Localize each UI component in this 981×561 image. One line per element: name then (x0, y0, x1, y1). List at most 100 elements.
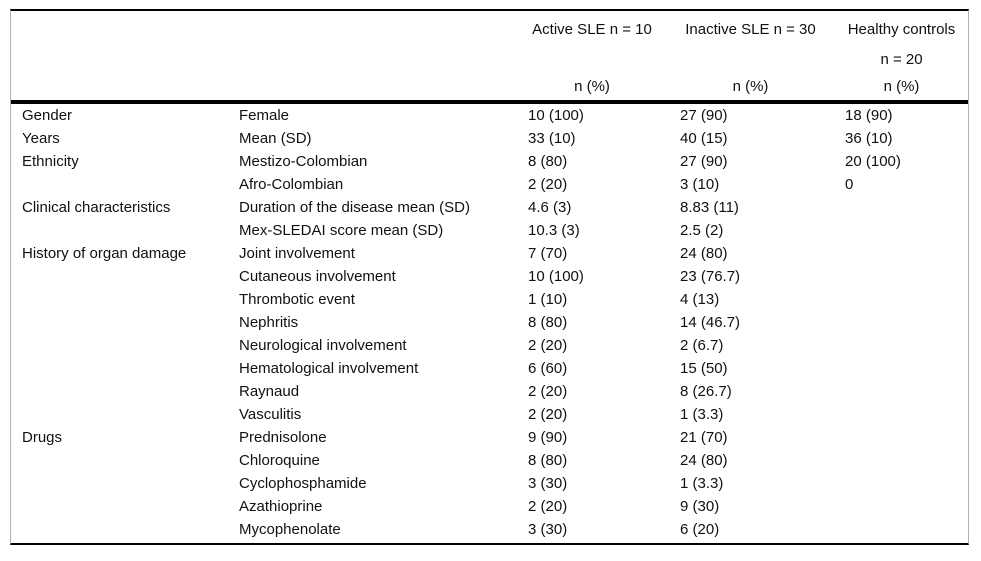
value-cell-active-sle: 2 (20) (528, 176, 568, 193)
value-cell-healthy-controls (845, 334, 968, 357)
value-cell-active-sle: 8 (80) (528, 153, 568, 170)
value-cell-active-sle: 8 (80) (528, 314, 568, 331)
value-cell-active-sle: 9 (90) (528, 429, 568, 446)
category-cell (22, 219, 239, 242)
value-cell-healthy-controls: 0 (845, 176, 854, 193)
item-cell: Joint involvement (239, 245, 355, 262)
item-cell: Hematological involvement (239, 360, 419, 377)
value-cell-inactive-sle: 15 (50) (680, 360, 728, 377)
value-cell-inactive-sle: 9 (30) (680, 498, 720, 515)
item-cell: Mestizo-Colombian (239, 153, 368, 170)
category-cell (22, 449, 239, 472)
header-active-sle: Active SLE n = 10 (532, 21, 652, 38)
table-row: Vasculitis 2 (20) 1 (3.3) (11, 403, 968, 426)
header-inactive-sle-line2 (680, 45, 845, 74)
table-body: Gender Female 10 (100) 27 (90) 18 (90) Y… (11, 104, 968, 543)
value-cell-active-sle: 2 (20) (528, 383, 568, 400)
value-cell-healthy-controls (845, 403, 968, 426)
category-cell (22, 334, 239, 357)
value-cell-healthy-controls (845, 196, 968, 219)
item-cell: Mean (SD) (239, 130, 312, 147)
table-row: Mycophenolate 3 (30) 6 (20) (11, 518, 968, 541)
item-cell: Duration of the disease mean (SD) (239, 199, 470, 216)
item-cell: Mex-SLEDAI score mean (SD) (239, 222, 444, 239)
table-row: Afro-Colombian 2 (20) 3 (10) 0 (11, 173, 968, 196)
value-cell-inactive-sle: 4 (13) (680, 291, 720, 308)
value-cell-healthy-controls (845, 219, 968, 242)
value-cell-healthy-controls (845, 311, 968, 334)
header-spacer (22, 45, 239, 74)
header-spacer-item (239, 15, 528, 45)
item-cell: Mycophenolate (239, 521, 341, 538)
table-header: Active SLE n = 10 Inactive SLE n = 30 He… (11, 11, 968, 104)
value-cell-active-sle: 1 (10) (528, 291, 568, 308)
table-row: Neurological involvement 2 (20) 2 (6.7) (11, 334, 968, 357)
value-cell-active-sle: 8 (80) (528, 452, 568, 469)
value-cell-active-sle: 10 (100) (528, 268, 584, 285)
value-cell-active-sle: 2 (20) (528, 498, 568, 515)
value-cell-active-sle: 4.6 (3) (528, 199, 572, 216)
item-cell: Female (239, 107, 290, 124)
value-cell-healthy-controls (845, 242, 968, 265)
category-cell: Drugs (22, 429, 63, 446)
item-cell: Raynaud (239, 383, 300, 400)
value-cell-active-sle: 10.3 (3) (528, 222, 580, 239)
category-cell (22, 265, 239, 288)
unit-inactive-sle: n (%) (732, 78, 769, 95)
item-cell: Vasculitis (239, 406, 302, 423)
header-spacer (239, 74, 528, 100)
value-cell-healthy-controls (845, 426, 968, 449)
value-cell-inactive-sle: 14 (46.7) (680, 314, 741, 331)
value-cell-healthy-controls: 36 (10) (845, 130, 893, 147)
value-cell-active-sle: 2 (20) (528, 337, 568, 354)
value-cell-healthy-controls (845, 265, 968, 288)
header-healthy-controls-n: n = 20 (880, 51, 923, 68)
value-cell-healthy-controls (845, 518, 968, 541)
value-cell-active-sle: 6 (60) (528, 360, 568, 377)
value-cell-active-sle: 3 (30) (528, 475, 568, 492)
item-cell: Nephritis (239, 314, 299, 331)
table-row: Gender Female 10 (100) 27 (90) 18 (90) (11, 104, 968, 127)
value-cell-active-sle: 3 (30) (528, 521, 568, 538)
category-cell: History of organ damage (22, 245, 187, 262)
item-cell: Azathioprine (239, 498, 323, 515)
category-cell: Ethnicity (22, 153, 79, 170)
header-row-n: n = 20 (11, 45, 968, 74)
value-cell-healthy-controls (845, 472, 968, 495)
table-row: History of organ damage Joint involvemen… (11, 242, 968, 265)
category-cell: Gender (22, 107, 73, 124)
value-cell-inactive-sle: 27 (90) (680, 107, 728, 124)
category-cell (22, 173, 239, 196)
header-active-sle-line2 (528, 45, 680, 74)
header-inactive-sle: Inactive SLE n = 30 (685, 21, 816, 38)
value-cell-inactive-sle: 2.5 (2) (680, 222, 724, 239)
unit-healthy-controls: n (%) (883, 78, 920, 95)
value-cell-inactive-sle: 1 (3.3) (680, 406, 724, 423)
category-cell (22, 380, 239, 403)
value-cell-inactive-sle: 1 (3.3) (680, 475, 724, 492)
value-cell-active-sle: 10 (100) (528, 107, 584, 124)
item-cell: Thrombotic event (239, 291, 355, 308)
item-cell: Afro-Colombian (239, 176, 344, 193)
table-row: Mex-SLEDAI score mean (SD) 10.3 (3) 2.5 … (11, 219, 968, 242)
value-cell-inactive-sle: 21 (70) (680, 429, 728, 446)
value-cell-inactive-sle: 27 (90) (680, 153, 728, 170)
patient-characteristics-table: Active SLE n = 10 Inactive SLE n = 30 He… (10, 9, 969, 545)
header-spacer-category (22, 15, 239, 45)
value-cell-inactive-sle: 8 (26.7) (680, 383, 732, 400)
value-cell-healthy-controls: 20 (100) (845, 153, 901, 170)
table-row: Cyclophosphamide 3 (30) 1 (3.3) (11, 472, 968, 495)
table-row: Clinical characteristics Duration of the… (11, 196, 968, 219)
category-cell (22, 288, 239, 311)
table-row: Azathioprine 2 (20) 9 (30) (11, 495, 968, 518)
category-cell (22, 518, 239, 541)
category-cell (22, 472, 239, 495)
value-cell-healthy-controls (845, 495, 968, 518)
value-cell-healthy-controls (845, 357, 968, 380)
value-cell-inactive-sle: 8.83 (11) (680, 199, 739, 216)
category-cell (22, 495, 239, 518)
header-row-units: n (%) n (%) n (%) (11, 74, 968, 100)
header-spacer (239, 45, 528, 74)
category-cell: Years (22, 130, 60, 147)
